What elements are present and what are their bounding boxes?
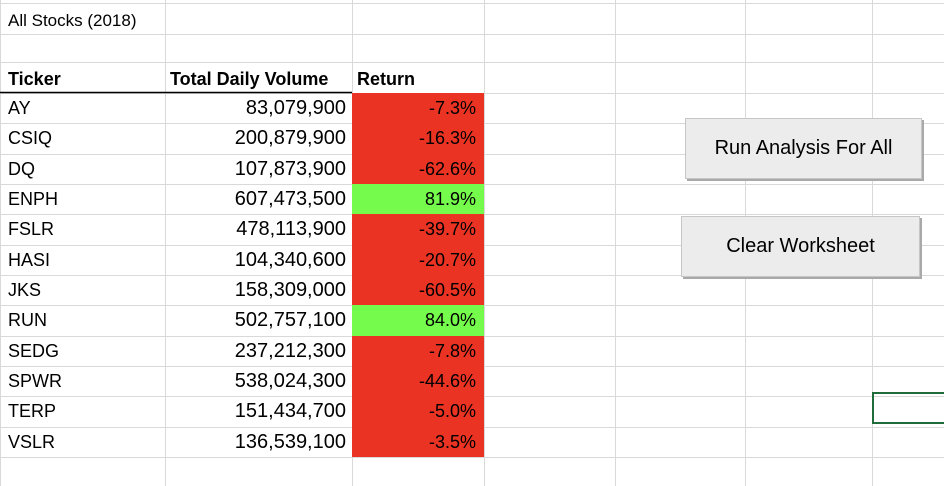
return-fill: [352, 426, 484, 457]
volume-cell[interactable]: 104,340,600: [234, 248, 346, 271]
return-cell[interactable]: -7.3%: [428, 98, 476, 119]
return-cell[interactable]: 81.9%: [424, 189, 476, 210]
return-fill: [352, 365, 484, 397]
volume-cell[interactable]: 502,757,100: [234, 309, 346, 332]
header-volume[interactable]: Total Daily Volume: [170, 69, 329, 89]
volume-cell[interactable]: 151,434,700: [234, 400, 346, 423]
return-fill: [352, 93, 484, 124]
volume-cell[interactable]: 538,024,300: [234, 370, 346, 393]
ticker-cell[interactable]: CSIQ: [8, 128, 53, 149]
clear-worksheet-button[interactable]: Clear Worksheet: [681, 216, 920, 277]
return-fill: [352, 274, 484, 306]
volume-cell[interactable]: 237,212,300: [234, 339, 346, 362]
ticker-cell[interactable]: ENPH: [8, 189, 59, 210]
volume-cell[interactable]: 607,473,500: [234, 188, 346, 211]
ticker-cell[interactable]: RUN: [8, 310, 47, 331]
return-cell[interactable]: -5.0%: [428, 401, 476, 422]
return-cell[interactable]: -20.7%: [418, 249, 476, 270]
return-cell[interactable]: -7.8%: [428, 340, 476, 361]
volume-cell[interactable]: 83,079,900: [245, 97, 346, 120]
header-ticker[interactable]: Ticker: [8, 69, 61, 89]
return-fill: [352, 396, 484, 427]
ticker-cell[interactable]: JKS: [8, 280, 42, 301]
sheet-title[interactable]: All Stocks (2018): [8, 11, 137, 30]
header-return[interactable]: Return: [357, 69, 415, 89]
return-cell[interactable]: -16.3%: [418, 128, 476, 149]
ticker-cell[interactable]: SEDG: [8, 340, 60, 361]
return-fill: [352, 153, 484, 184]
return-cell[interactable]: -60.5%: [418, 280, 476, 301]
return-fill: [352, 183, 484, 215]
ticker-cell[interactable]: HASI: [8, 249, 51, 270]
volume-cell[interactable]: 478,113,900: [236, 218, 346, 241]
return-fill: [352, 214, 484, 245]
return-cell[interactable]: -3.5%: [428, 431, 476, 452]
return-cell[interactable]: 84.0%: [424, 310, 476, 331]
volume-cell[interactable]: 158,309,000: [234, 279, 346, 302]
ticker-cell[interactable]: FSLR: [8, 219, 55, 240]
ticker-cell[interactable]: TERP: [8, 401, 57, 422]
run-analysis-button[interactable]: Run Analysis For All: [685, 118, 922, 179]
volume-cell[interactable]: 107,873,900: [234, 157, 346, 180]
volume-cell[interactable]: 200,879,900: [234, 127, 346, 150]
selected-cell[interactable]: [872, 392, 944, 424]
ticker-cell[interactable]: VSLR: [8, 431, 56, 452]
return-cell[interactable]: -62.6%: [418, 158, 476, 179]
ticker-cell[interactable]: AY: [8, 98, 31, 119]
return-cell[interactable]: -39.7%: [418, 219, 476, 240]
return-cell[interactable]: -44.6%: [418, 371, 476, 392]
return-fill: [352, 335, 484, 366]
return-fill: [352, 305, 484, 336]
ticker-cell[interactable]: DQ: [8, 158, 35, 179]
return-fill: [352, 123, 484, 154]
ticker-cell[interactable]: SPWR: [8, 371, 62, 392]
return-fill: [352, 244, 484, 275]
volume-cell[interactable]: 136,539,100: [234, 430, 346, 453]
